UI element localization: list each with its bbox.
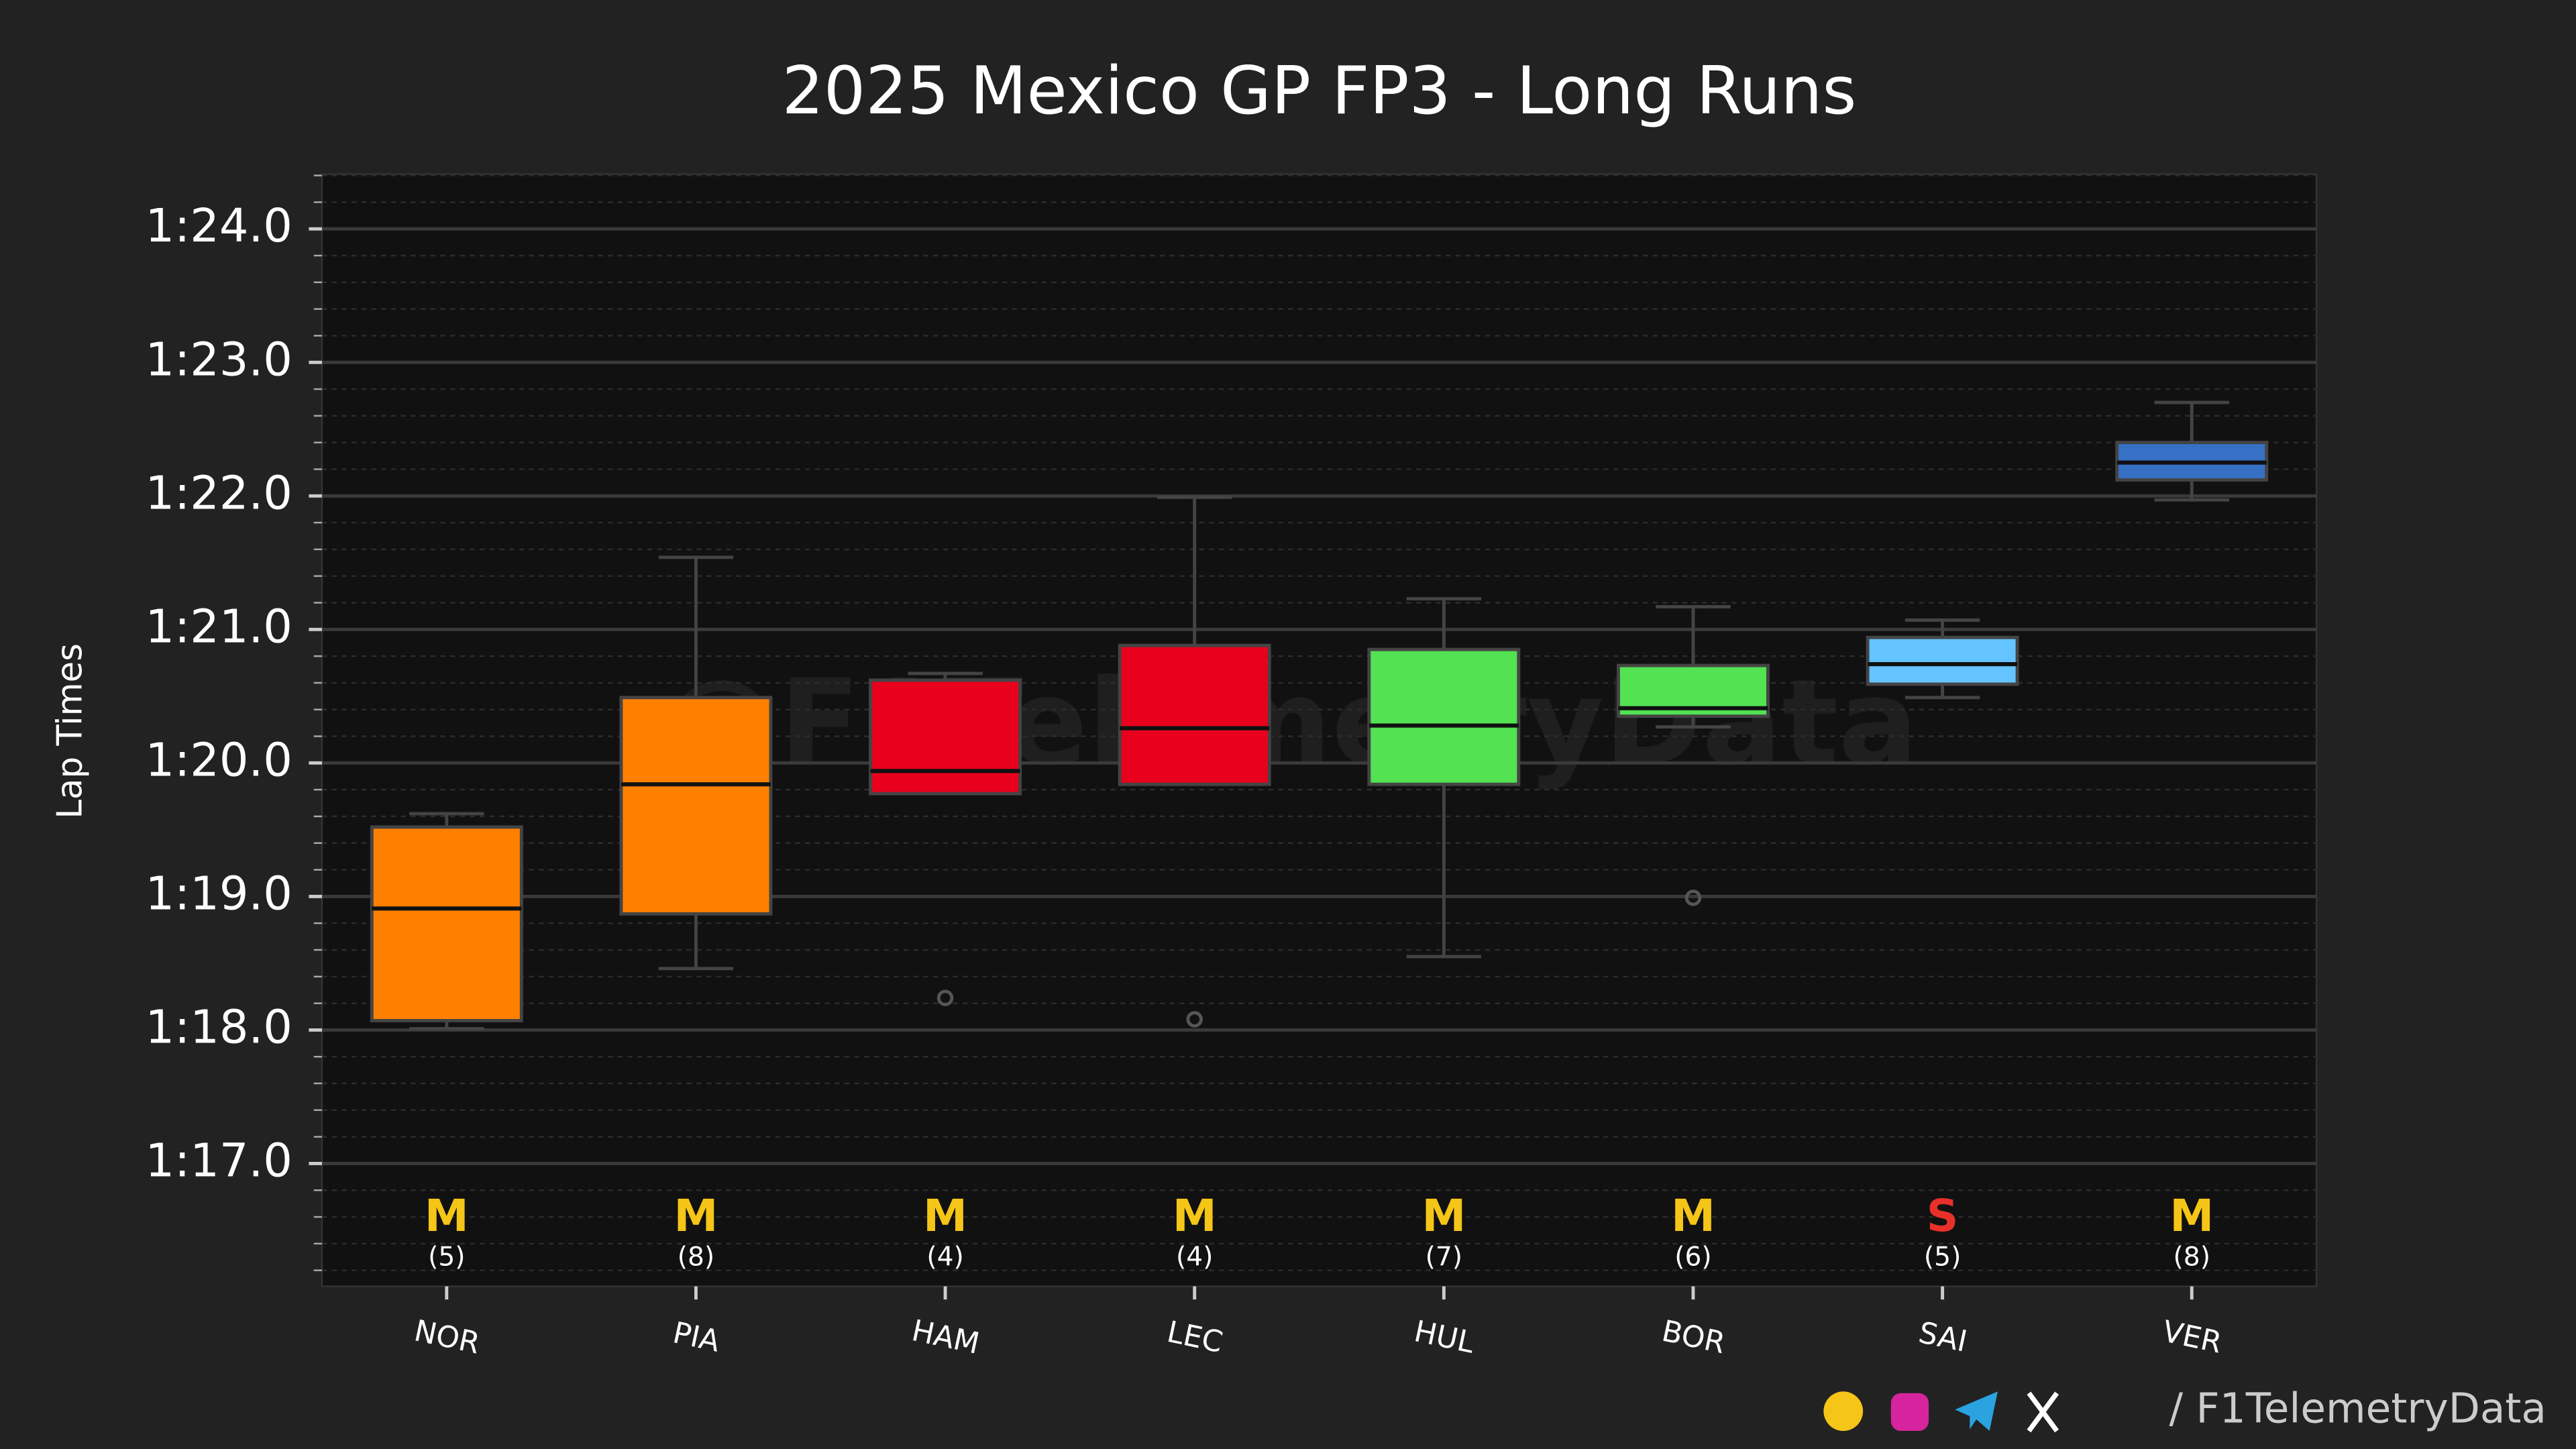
y-tick-label: 1:22.0 (146, 466, 292, 520)
box (370, 825, 523, 1022)
tyre-compound: M (425, 1190, 469, 1242)
y-tick-label: 1:18.0 (146, 1000, 292, 1054)
tyre-compound: M (674, 1190, 718, 1242)
y-tick-label: 1:21.0 (146, 600, 292, 653)
icon (1955, 1391, 1998, 1432)
y-tick-label: 1:23.0 (146, 333, 292, 386)
tyre-compound: M (1173, 1190, 1217, 1242)
credit: / F1TelemetryData (2169, 1385, 2546, 1432)
outlier (1186, 1011, 1203, 1028)
tyre-compound: M (1671, 1190, 1715, 1242)
lap-count: (8) (678, 1242, 715, 1272)
box (1367, 647, 1521, 786)
tyre-compound: S (1927, 1190, 1959, 1242)
y-tick-label: 1:19.0 (146, 867, 292, 920)
box (1866, 635, 2019, 686)
tyre-compound: M (923, 1190, 967, 1242)
box (869, 678, 1022, 796)
lap-count: (5) (428, 1242, 466, 1272)
box (619, 696, 773, 916)
icon (1823, 1391, 1864, 1432)
lap-count: (4) (926, 1242, 963, 1272)
icon (2027, 1391, 2059, 1433)
chart-title: 2025 Mexico GP FP3 - Long Runs (782, 53, 1857, 129)
lap-count: (6) (1674, 1242, 1712, 1272)
lap-count: (5) (1924, 1242, 1962, 1272)
y-tick-label: 1:24.0 (146, 199, 292, 253)
lap-count: (8) (2173, 1242, 2210, 1272)
y-tick-label: 1:20.0 (146, 733, 292, 787)
icon (1890, 1393, 1929, 1432)
social-icons (1823, 1391, 2059, 1433)
outlier (936, 989, 954, 1006)
y-tick-label: 1:17.0 (146, 1134, 292, 1187)
lap-count: (7) (1426, 1242, 1463, 1272)
box (1118, 643, 1271, 786)
y-axis-label: Lap Times (50, 643, 91, 819)
lap-count: (4) (1176, 1242, 1213, 1272)
outlier (1684, 890, 1702, 906)
tyre-compound: M (1421, 1190, 1466, 1242)
tyre-compound: M (2169, 1190, 2214, 1242)
